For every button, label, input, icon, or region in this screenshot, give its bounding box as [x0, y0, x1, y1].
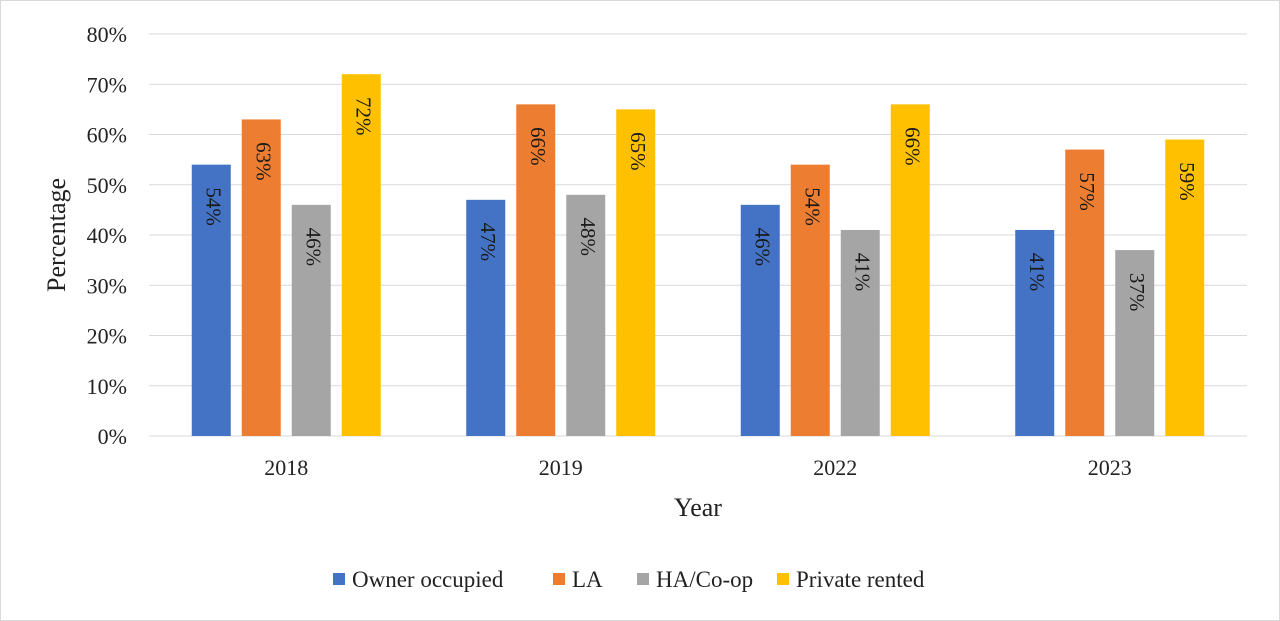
data-label: 54% — [800, 187, 824, 226]
y-tick-label: 70% — [87, 72, 127, 97]
x-tick-label: 2023 — [1088, 455, 1132, 480]
bars: 54% 63% 46% 72% 47% 66% 48% 65% 46% 54% 41% 66% 41% 5… — [191, 74, 1205, 437]
bar-la-2023 — [1065, 149, 1105, 436]
bar-ha-co-op-2019 — [566, 194, 606, 436]
x-tick-label: 2018 — [264, 455, 308, 480]
data-label: 59% — [1175, 162, 1199, 201]
bar-ha-co-op-2023 — [1115, 250, 1155, 436]
x-tick-label: 2019 — [539, 455, 583, 480]
y-tick-label: 0% — [98, 424, 127, 449]
y-tick-label: 40% — [87, 223, 127, 248]
bar-private-rented-2018 — [341, 74, 381, 436]
bar-la-2018 — [241, 119, 281, 437]
legend-swatch — [637, 573, 649, 585]
data-label: 41% — [850, 253, 874, 292]
data-label: 72% — [351, 97, 375, 136]
bar-private-rented-2023 — [1165, 139, 1205, 436]
legend-label: LA — [572, 567, 603, 592]
y-tick-label: 20% — [87, 324, 127, 349]
bar-owner-occupied-2022 — [740, 204, 780, 436]
data-label: 46% — [301, 228, 325, 267]
legend-label: Private rented — [796, 567, 925, 592]
bar-owner-occupied-2019 — [466, 199, 506, 436]
legend-swatch — [333, 573, 345, 585]
y-tick-label: 10% — [87, 374, 127, 399]
bar-ha-co-op-2018 — [291, 204, 331, 436]
x-tick-label: 2022 — [813, 455, 857, 480]
legend-swatch — [777, 573, 789, 585]
data-label: 46% — [750, 228, 774, 267]
bar-owner-occupied-2023 — [1015, 229, 1055, 436]
x-axis-title: Year — [674, 493, 722, 522]
x-axis-ticks: 2018 2019 2022 2023 — [264, 455, 1132, 480]
data-label: 54% — [201, 187, 225, 226]
data-label: 47% — [476, 223, 500, 262]
bar-private-rented-2022 — [890, 104, 930, 436]
legend-label: Owner occupied — [352, 567, 504, 592]
y-tick-label: 30% — [87, 273, 127, 298]
data-label: 48% — [576, 218, 600, 256]
data-label: 66% — [900, 127, 924, 166]
data-label: 41% — [1025, 253, 1049, 292]
bar-la-2022 — [790, 164, 830, 436]
gridlines — [149, 33, 1247, 437]
y-tick-label: 80% — [87, 22, 127, 47]
y-axis-title: Percentage — [42, 178, 71, 292]
y-tick-label: 50% — [87, 173, 127, 198]
legend: Owner occupied LA HA/Co-op Private rented — [333, 567, 925, 592]
data-label: 63% — [251, 142, 275, 181]
legend-swatch — [553, 573, 565, 585]
y-axis-ticks: 0% 10% 20% 30% 40% 50% 60% 70% 80% — [87, 22, 127, 449]
legend-label: HA/Co-op — [656, 567, 753, 592]
data-label: 37% — [1125, 273, 1149, 312]
bar-ha-co-op-2022 — [840, 229, 880, 436]
data-label: 66% — [526, 127, 550, 166]
data-label: 65% — [626, 132, 650, 171]
data-label: 57% — [1075, 172, 1099, 211]
bar-la-2019 — [516, 104, 556, 436]
y-tick-label: 60% — [87, 123, 127, 148]
bar-owner-occupied-2018 — [191, 164, 231, 436]
bar-private-rented-2019 — [616, 109, 656, 436]
